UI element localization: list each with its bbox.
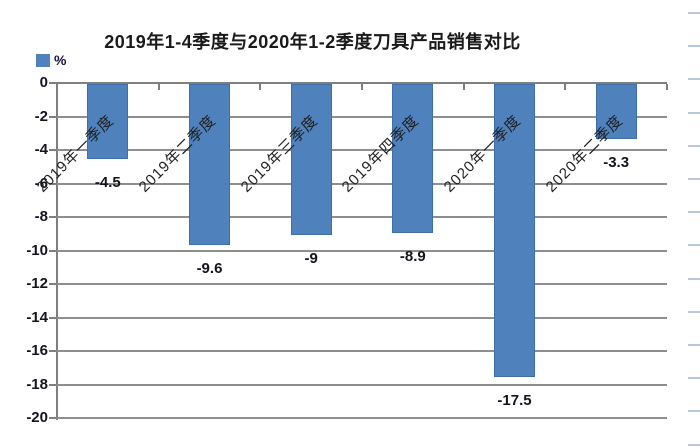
y-axis-tick <box>49 249 57 252</box>
x-axis-tick <box>564 84 567 90</box>
y-axis-label: -10 <box>26 241 48 259</box>
table-gridline-stub <box>688 178 700 180</box>
x-axis-tick <box>361 84 363 90</box>
gridline <box>57 182 667 185</box>
chart-title: 2019年1-4季度与2020年1-2季度刀具产品销售对比 <box>104 32 521 52</box>
gridline <box>57 115 667 118</box>
gridline <box>57 283 667 285</box>
table-gridline-stub <box>688 310 700 313</box>
y-axis-tick <box>49 417 57 419</box>
y-axis-label: -18 <box>26 375 48 393</box>
table-gridline-stub <box>688 410 700 413</box>
table-gridline-stub <box>688 111 700 114</box>
table-gridline-stub <box>688 443 700 446</box>
bar-5 <box>494 84 535 378</box>
legend: % <box>36 52 66 68</box>
table-gridline-stub <box>688 45 700 48</box>
plot-area: -4.5 -9.6 -9 -8.9 -17.5 -3.3 <box>49 82 668 420</box>
y-axis-tick <box>49 182 57 185</box>
bar-2 <box>189 84 230 245</box>
x-axis-tick <box>157 84 160 90</box>
table-gridline-stub <box>688 244 700 247</box>
y-axis-label: -20 <box>26 409 48 426</box>
y-axis-label: 0 <box>39 74 48 91</box>
data-label: -9.6 <box>196 259 223 277</box>
x-axis-tick <box>56 84 58 90</box>
data-label: -17.5 <box>497 392 532 410</box>
gridline <box>57 383 667 386</box>
gridline <box>57 216 667 218</box>
y-axis-tick <box>49 316 57 319</box>
x-axis-tick <box>666 84 668 90</box>
y-axis-tick <box>49 82 57 84</box>
gridline <box>57 316 667 319</box>
y-axis-label: -12 <box>26 275 48 292</box>
y-axis-label: -14 <box>26 308 48 326</box>
table-gridline-stub <box>688 12 700 14</box>
x-axis-tick <box>462 84 465 90</box>
y-axis-label: -8 <box>34 208 48 225</box>
data-label: -8.9 <box>399 248 426 266</box>
y-axis-label: -2 <box>34 107 48 125</box>
y-axis-line <box>56 83 58 420</box>
y-axis-tick <box>49 115 57 118</box>
bar-6 <box>595 84 637 140</box>
y-axis-tick <box>49 383 57 386</box>
bar-4 <box>392 84 434 234</box>
gridline <box>57 417 667 419</box>
data-label: -4.5 <box>94 174 121 192</box>
y-axis-tick <box>49 216 57 218</box>
data-label: -3.3 <box>603 154 630 172</box>
y-axis-tick <box>49 149 57 151</box>
y-axis-label: -6 <box>34 174 48 192</box>
y-axis-tick <box>49 350 57 352</box>
gridline <box>57 249 667 252</box>
gridline <box>57 82 667 84</box>
y-axis-label: -4 <box>34 141 48 158</box>
bar-3 <box>290 84 332 235</box>
y-axis-tick <box>49 283 57 285</box>
table-gridline-stub <box>688 144 700 147</box>
gridline <box>57 149 667 151</box>
legend-label: % <box>54 52 67 68</box>
data-label: -9 <box>304 249 318 267</box>
x-axis-tick <box>259 84 262 90</box>
table-gridline-stub <box>688 211 700 214</box>
gridline <box>57 350 667 352</box>
table-gridline-stub <box>688 344 700 346</box>
legend-color-swatch-icon <box>36 53 50 67</box>
bar-1 <box>87 84 129 160</box>
y-axis-label: -16 <box>26 342 48 359</box>
table-gridline-stub <box>688 377 700 380</box>
table-gridline-stub <box>688 78 700 81</box>
table-gridline-stub <box>688 277 700 280</box>
